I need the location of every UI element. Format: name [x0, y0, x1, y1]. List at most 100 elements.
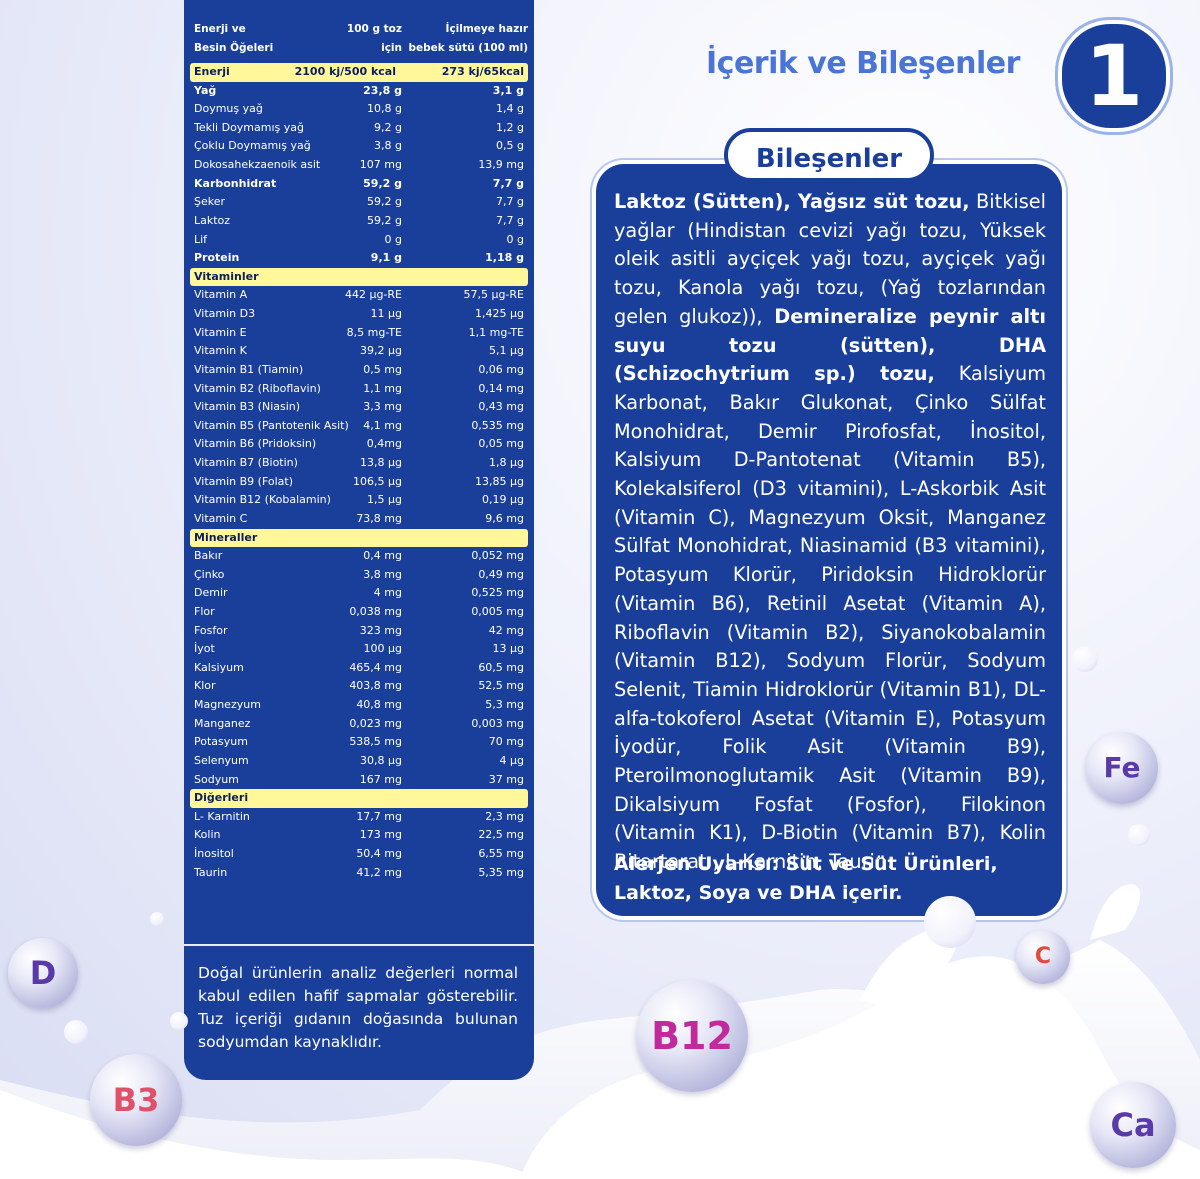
- value-per-100ml: 57,5 µg-RE: [463, 288, 524, 302]
- milk-droplet: [924, 896, 976, 948]
- nutrient-name: Vitamin B6 (Pridoksin): [194, 437, 317, 451]
- nutrient-name: Vitamin E: [194, 325, 247, 339]
- nutrient-name: Diğerleri: [194, 791, 249, 805]
- nutrition-facts-panel: Enerji ve Besin Öğeleri 100 g toz için İ…: [184, 0, 534, 1080]
- header-per-100ml: İçilmeye hazır bebek sütü (100 ml): [409, 20, 529, 58]
- nutrition-row: Vitamin B12 (Kobalamin) 1,5 µg 0,19 µg: [184, 491, 534, 510]
- nutrient-name: İnositol: [194, 847, 234, 861]
- nutrition-row: Çinko 3,8 mg 0,49 mg: [184, 566, 534, 585]
- vitamin-c-label: C: [1034, 944, 1052, 969]
- value-per-100ml: 1,1 mg-TE: [468, 325, 524, 339]
- nutrient-name: Vitamin D3: [194, 307, 256, 321]
- nutrient-name: Dokosahekzaenoik asit: [194, 158, 321, 172]
- value-per-100ml: 0,005 mg: [471, 604, 524, 618]
- nutrient-name: Tekli Doymamış yağ: [194, 120, 304, 134]
- nutrition-row: Manganez 0,023 mg 0,003 mg: [184, 715, 534, 734]
- value-per-100ml: 5,35 mg: [478, 865, 524, 879]
- value-per-100g: 403,8 mg: [349, 679, 402, 693]
- value-per-100g: 1,1 mg: [363, 381, 402, 395]
- value-per-100g: 538,5 mg: [349, 735, 402, 749]
- nutrition-row: Vitamin B9 (Folat) 106,5 µg 13,85 µg: [184, 473, 534, 492]
- milk-droplet: [1128, 824, 1150, 846]
- value-per-100ml: 37 mg: [488, 772, 524, 786]
- value-per-100g: 3,3 mg: [363, 400, 402, 414]
- allergen-warning: Alerjen Uyarısı: Süt ve Süt Ürünleri, La…: [614, 853, 998, 904]
- ingredients-box: [596, 164, 1062, 916]
- nutrient-name: Kolin: [194, 828, 221, 842]
- nutrient-name: Vitamin B9 (Folat): [194, 474, 294, 488]
- nutrition-row: Selenyum 30,8 µg 4 µg: [184, 752, 534, 771]
- nutrient-name: Vitamin C: [194, 511, 248, 525]
- value-per-100g: 3,8 g: [374, 139, 402, 153]
- nutrient-name: Flor: [194, 604, 215, 618]
- nutrition-row: İyot 100 µg 13 µg: [184, 640, 534, 659]
- analysis-disclaimer: Doğal ürünlerin analiz değerleri normal …: [198, 964, 518, 1051]
- nutrition-table-header: Enerji ve Besin Öğeleri 100 g toz için İ…: [184, 20, 534, 62]
- nutrient-name: İyot: [194, 642, 215, 656]
- value-per-100g: 0 g: [384, 232, 402, 246]
- nutrition-row: Taurin 41,2 mg 5,35 mg: [184, 864, 534, 883]
- nutrition-row: Vitamin B3 (Niasin) 3,3 mg 0,43 mg: [184, 398, 534, 417]
- nutrient-name: Klor: [194, 679, 216, 693]
- value-per-100g: 442 µg-RE: [344, 288, 402, 302]
- value-per-100ml: 273 kj/65kcal: [441, 65, 524, 78]
- vitamin-d-label: D: [29, 954, 57, 992]
- nutrition-row: Enerji 2100 kj/500 kcal 273 kj/65kcal: [190, 63, 528, 82]
- value-per-100g: 0,4mg: [366, 437, 402, 451]
- value-per-100ml: 0,003 mg: [471, 716, 524, 730]
- value-per-100g: 8,5 mg-TE: [346, 325, 402, 339]
- header-nutrients: Enerji ve Besin Öğeleri: [194, 20, 273, 58]
- nutrition-row: Vitaminler: [190, 267, 528, 287]
- vitamin-b12-bubble: B12: [636, 980, 748, 1092]
- vitamin-b3-label: B3: [112, 1081, 160, 1119]
- nutrition-row: Dokosahekzaenoik asit 107 mg 13,9 mg: [184, 156, 534, 175]
- nutrition-row: Karbonhidrat 59,2 g 7,7 g: [184, 175, 534, 194]
- nutrition-row: Vitamin A 442 µg-RE 57,5 µg-RE: [184, 286, 534, 305]
- nutrient-name: Enerji: [194, 65, 230, 78]
- nutrition-row: Protein 9,1 g 1,18 g: [184, 249, 534, 268]
- value-per-100g: 13,8 µg: [360, 456, 402, 470]
- value-per-100g: 0,038 mg: [349, 604, 402, 618]
- value-per-100ml: 13 µg: [492, 642, 524, 656]
- value-per-100ml: 0,535 mg: [471, 418, 524, 432]
- ingredients-list: Laktoz (Sütten), Yağsız süt tozu, Bitkis…: [614, 188, 1046, 877]
- milk-droplet: [170, 1012, 188, 1030]
- nutrient-name: Bakır: [194, 549, 223, 563]
- value-per-100ml: 52,5 mg: [478, 679, 524, 693]
- header-nutrients-line1: Enerji ve: [194, 23, 246, 35]
- header-per-100g: 100 g toz için: [347, 20, 402, 58]
- header-per-100ml-line2: bebek sütü (100 ml): [408, 42, 529, 54]
- value-per-100g: 30,8 µg: [360, 753, 402, 767]
- value-per-100ml: 1,18 g: [485, 251, 524, 265]
- nutrient-name: Vitamin B3 (Niasin): [194, 400, 301, 414]
- nutrition-row: Vitamin B1 (Tiamin) 0,5 mg 0,06 mg: [184, 361, 534, 380]
- nutrient-name: Magnezyum: [194, 698, 261, 712]
- ingredients-bold-1: Laktoz (Sütten), Yağsız süt tozu,: [614, 190, 970, 213]
- nutrient-name: Vitamin B12 (Kobalamin): [194, 493, 331, 507]
- value-per-100ml: 6,55 mg: [478, 847, 524, 861]
- value-per-100ml: 1,8 µg: [489, 456, 524, 470]
- ingredients-text-2: Kalsiyum Karbonat, Bakır Glukonat, Çinko…: [614, 362, 1047, 874]
- nutrient-name: Mineraller: [194, 530, 258, 544]
- value-per-100g: 465,4 mg: [349, 660, 402, 674]
- nutrient-name: Selenyum: [194, 753, 249, 767]
- nutrient-name: Vitaminler: [194, 269, 259, 283]
- value-per-100g: 73,8 mg: [356, 511, 402, 525]
- value-per-100ml: 0,49 mg: [478, 567, 524, 581]
- value-per-100g: 59,2 g: [367, 213, 402, 227]
- iron-fe-bubble: Fe: [1086, 732, 1158, 804]
- nutrition-row: Vitamin E 8,5 mg-TE 1,1 mg-TE: [184, 324, 534, 343]
- value-per-100g: 0,5 mg: [363, 362, 402, 376]
- nutrient-name: Vitamin B1 (Tiamin): [194, 362, 304, 376]
- nutrient-name: Karbonhidrat: [194, 176, 277, 190]
- value-per-100ml: 13,85 µg: [475, 474, 524, 488]
- vitamin-b12-label: B12: [651, 1014, 733, 1058]
- value-per-100ml: 42 mg: [488, 623, 524, 637]
- nutrient-name: Vitamin K: [194, 344, 247, 358]
- value-per-100g: 4 mg: [373, 586, 402, 600]
- value-per-100ml: 7,7 g: [496, 195, 524, 209]
- vitamin-c-bubble: C: [1016, 930, 1070, 984]
- value-per-100g: 9,1 g: [370, 251, 402, 265]
- ingredients-heading: Bileşenler: [724, 128, 934, 182]
- value-per-100g: 1,5 µg: [367, 493, 402, 507]
